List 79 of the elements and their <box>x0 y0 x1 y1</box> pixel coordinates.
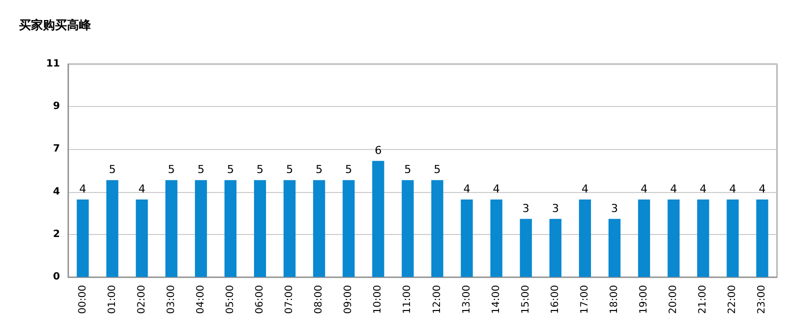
bar <box>372 160 384 277</box>
x-tick-label: 02:00 <box>136 285 148 314</box>
x-tick-label: 05:00 <box>224 285 236 314</box>
bar <box>342 180 355 277</box>
data-label: 5 <box>316 163 323 176</box>
data-label: 4 <box>581 182 588 196</box>
y-tick-label: 9 <box>53 101 60 112</box>
data-label: 4 <box>758 182 766 196</box>
bar <box>697 200 710 277</box>
y-tick-label: 11 <box>46 58 60 70</box>
x-tick-label: 13:00 <box>461 285 472 314</box>
data-label: 4 <box>463 182 470 196</box>
bar <box>490 200 502 277</box>
data-label: 4 <box>492 182 500 196</box>
bar <box>520 218 532 277</box>
data-label: 3 <box>522 202 530 215</box>
x-tick-label: 08:00 <box>314 285 325 314</box>
x-tick-label: 03:00 <box>166 285 177 314</box>
data-label: 4 <box>138 182 146 196</box>
chart-title: 买家购买高峰 <box>19 18 92 32</box>
data-label: 5 <box>286 163 294 176</box>
bar <box>284 180 296 277</box>
bar <box>165 180 178 277</box>
bar <box>608 218 621 277</box>
x-tick-label: 01:00 <box>106 285 118 314</box>
y-tick-label: 2 <box>53 228 60 240</box>
bar <box>431 180 444 277</box>
bar <box>756 200 768 277</box>
bar <box>549 218 562 277</box>
x-tick-label: 21:00 <box>698 285 709 314</box>
bar <box>224 180 236 277</box>
x-tick-label: 00:00 <box>77 285 88 314</box>
data-label: 5 <box>256 163 264 176</box>
x-tick-label: 18:00 <box>609 285 620 314</box>
x-tick-label: 17:00 <box>579 285 590 314</box>
data-label: 5 <box>345 163 352 176</box>
bar <box>460 200 473 277</box>
x-tick-label: 10:00 <box>372 285 384 314</box>
data-label: 4 <box>640 182 648 196</box>
bar <box>254 180 266 277</box>
data-label: 3 <box>552 202 559 215</box>
data-label: 5 <box>197 163 204 176</box>
data-label: 4 <box>700 182 707 196</box>
bar <box>194 180 207 277</box>
bar <box>668 200 680 277</box>
data-label: 5 <box>404 163 412 176</box>
bar <box>402 180 414 277</box>
y-tick-label: 7 <box>53 144 60 155</box>
x-tick-label: 22:00 <box>727 285 738 314</box>
data-label: 3 <box>611 202 618 215</box>
x-tick-label: 11:00 <box>402 285 414 314</box>
x-tick-label: 14:00 <box>490 285 502 314</box>
x-tick-label: 09:00 <box>343 285 354 314</box>
x-tick-label: 04:00 <box>195 285 206 314</box>
data-label: 5 <box>434 163 441 176</box>
data-label: 4 <box>729 182 736 196</box>
data-label: 6 <box>374 144 382 157</box>
y-tick-label: 4 <box>53 186 60 198</box>
bar <box>136 200 148 277</box>
data-label: 5 <box>226 163 234 176</box>
data-label: 4 <box>670 182 678 196</box>
x-tick-label: 06:00 <box>254 285 266 314</box>
data-label: 5 <box>108 163 116 176</box>
x-tick-label: 07:00 <box>284 285 296 314</box>
y-tick-label: 0 <box>53 272 60 282</box>
bar <box>726 200 739 277</box>
x-tick-label: 16:00 <box>550 285 561 314</box>
x-tick-label: 20:00 <box>668 285 680 314</box>
x-tick-label: 12:00 <box>432 285 443 314</box>
x-tick-label: 15:00 <box>520 285 532 314</box>
bar <box>578 200 591 277</box>
bar <box>106 180 118 277</box>
bar <box>638 200 650 277</box>
x-tick-label: 23:00 <box>756 285 768 314</box>
bar <box>313 180 326 277</box>
bar <box>76 200 89 277</box>
data-label: 5 <box>168 163 175 176</box>
data-label: 4 <box>79 182 86 196</box>
x-tick-label: 19:00 <box>638 285 650 314</box>
